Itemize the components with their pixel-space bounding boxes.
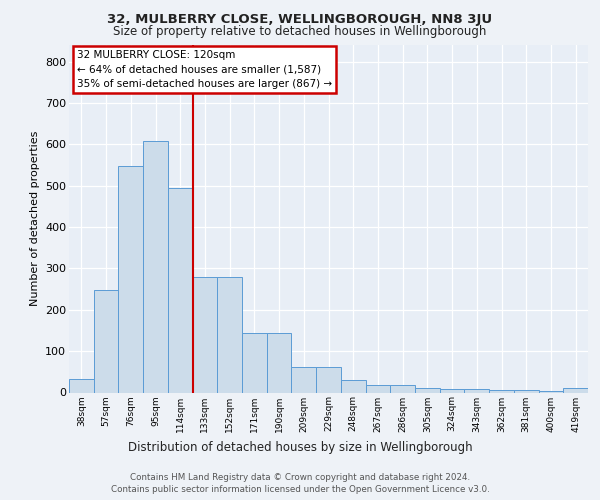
Bar xyxy=(489,390,514,392)
Bar xyxy=(94,290,118,392)
Bar xyxy=(292,367,316,392)
Bar xyxy=(217,276,242,392)
Text: 32, MULBERRY CLOSE, WELLINGBOROUGH, NN8 3JU: 32, MULBERRY CLOSE, WELLINGBOROUGH, NN8 … xyxy=(107,12,493,26)
Bar xyxy=(267,332,292,392)
Text: Contains public sector information licensed under the Open Government Licence v3: Contains public sector information licen… xyxy=(110,485,490,494)
Y-axis label: Number of detached properties: Number of detached properties xyxy=(29,131,40,306)
Bar xyxy=(168,188,193,392)
Bar xyxy=(390,385,415,392)
Text: Distribution of detached houses by size in Wellingborough: Distribution of detached houses by size … xyxy=(128,441,472,454)
Bar xyxy=(69,379,94,392)
Bar xyxy=(440,389,464,392)
Text: Size of property relative to detached houses in Wellingborough: Size of property relative to detached ho… xyxy=(113,25,487,38)
Bar xyxy=(464,389,489,392)
Bar xyxy=(341,380,365,392)
Text: Contains HM Land Registry data © Crown copyright and database right 2024.: Contains HM Land Registry data © Crown c… xyxy=(130,472,470,482)
Bar xyxy=(193,276,217,392)
Bar xyxy=(563,388,588,392)
Bar xyxy=(118,166,143,392)
Bar xyxy=(365,385,390,392)
Bar xyxy=(242,332,267,392)
Bar xyxy=(316,367,341,392)
Text: 32 MULBERRY CLOSE: 120sqm
← 64% of detached houses are smaller (1,587)
35% of se: 32 MULBERRY CLOSE: 120sqm ← 64% of detac… xyxy=(77,50,332,89)
Bar xyxy=(415,388,440,392)
Bar xyxy=(514,390,539,392)
Bar xyxy=(143,142,168,392)
